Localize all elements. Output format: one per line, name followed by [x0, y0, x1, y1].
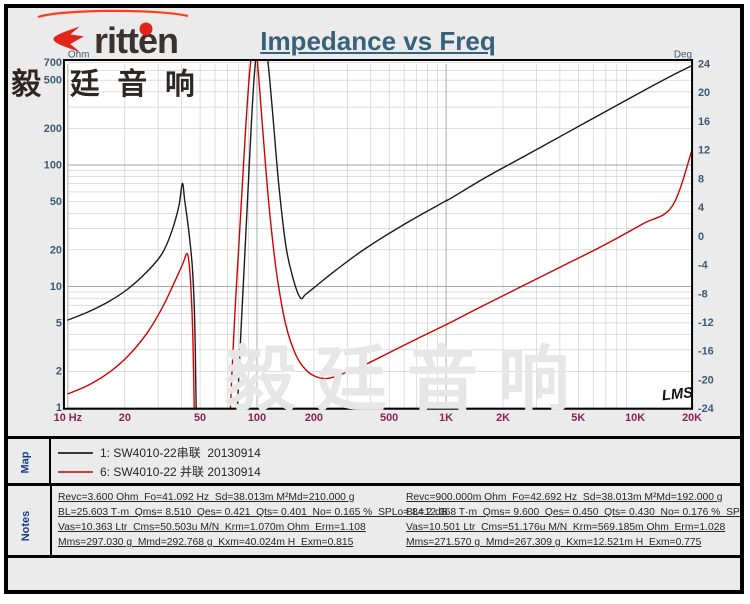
svg-text:200: 200: [305, 412, 323, 424]
svg-text:700: 700: [44, 57, 62, 69]
svg-text:50: 50: [50, 196, 62, 208]
svg-text:0: 0: [698, 231, 704, 243]
svg-text:200: 200: [44, 123, 62, 135]
svg-text:20: 20: [119, 412, 131, 424]
svg-text:Map: Map: [20, 451, 32, 473]
svg-text:廷音响: 廷音响: [70, 68, 213, 101]
svg-text:8: 8: [698, 173, 704, 185]
svg-text:-24: -24: [698, 403, 714, 415]
svg-text:500: 500: [380, 412, 398, 424]
svg-text:2: 2: [56, 366, 62, 378]
svg-text:-16: -16: [698, 346, 714, 358]
svg-text:2K: 2K: [496, 412, 510, 424]
svg-text:12: 12: [698, 145, 710, 157]
svg-text:100: 100: [248, 412, 266, 424]
svg-text:10K: 10K: [625, 412, 645, 424]
svg-text:100: 100: [44, 159, 62, 171]
svg-text:-8: -8: [698, 288, 708, 300]
svg-text:毅: 毅: [10, 67, 41, 101]
svg-text:Deg: Deg: [674, 50, 692, 61]
svg-text:-20: -20: [698, 374, 714, 386]
svg-text:24: 24: [698, 58, 710, 70]
svg-text:LMS: LMS: [661, 385, 694, 404]
svg-text:20: 20: [50, 244, 62, 256]
svg-text:10: 10: [50, 281, 62, 293]
svg-text:16: 16: [698, 116, 710, 128]
svg-text:1: SW4010-22串联 20130914: 1: SW4010-22串联 20130914: [100, 446, 261, 460]
svg-text:6: SW4010-22 并联 20130914: 6: SW4010-22 并联 20130914: [100, 465, 261, 479]
svg-text:500: 500: [44, 75, 62, 87]
svg-text:50: 50: [194, 412, 206, 424]
svg-text:4: 4: [698, 202, 704, 214]
svg-text:-12: -12: [698, 317, 714, 329]
svg-text:Ohm: Ohm: [68, 50, 89, 61]
svg-text:1: 1: [56, 402, 62, 414]
svg-text:毅廷音响: 毅廷音响: [224, 340, 589, 420]
svg-text:1K: 1K: [439, 412, 453, 424]
svg-text:Notes: Notes: [20, 511, 32, 542]
svg-text:5: 5: [56, 317, 62, 329]
svg-text:-4: -4: [698, 260, 708, 272]
svg-text:20: 20: [698, 87, 710, 99]
svg-text:5K: 5K: [571, 412, 585, 424]
